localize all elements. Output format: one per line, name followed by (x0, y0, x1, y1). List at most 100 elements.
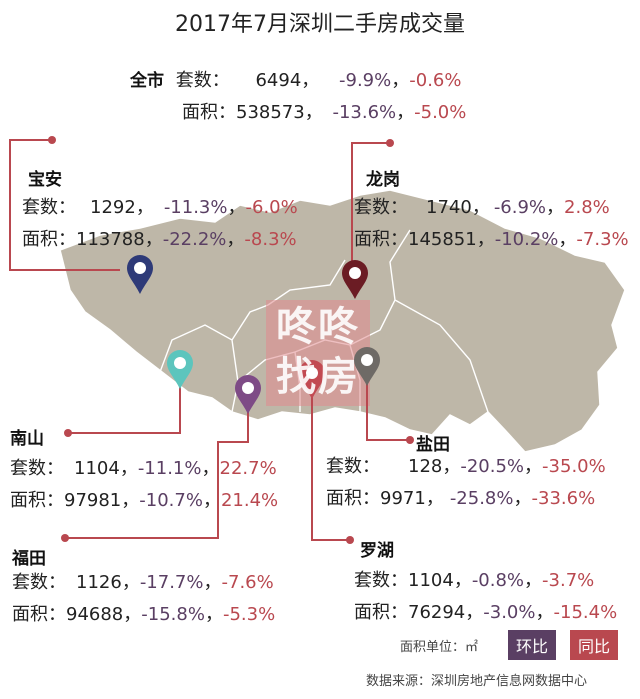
separator: ， (465, 602, 484, 623)
yantian-count-row: 套数： 128，-20.5%，-35.0% (326, 452, 606, 478)
separator: ， (203, 572, 222, 593)
baoan-area-label: 面积： (22, 229, 76, 250)
luohu-count-row: 套数：1104，-0.8%，-3.7% (354, 566, 617, 592)
luohu-area-row: 面积：76294，-3.0%，-15.4% (354, 598, 617, 624)
luohu-area-mom: -3.0% (483, 602, 536, 623)
yantian-count-mom: -20.5% (460, 456, 525, 477)
district-name-nanshan: 南山 (10, 429, 44, 449)
yantian-count: 128 (408, 456, 443, 477)
citywide-area-label: 面积： (182, 102, 236, 123)
separator: ， (227, 197, 246, 218)
nanshan-area-label: 面积： (10, 490, 64, 511)
separator: ， (524, 456, 543, 477)
citywide-area-yoy: -5.0% (414, 102, 467, 123)
district-name-yantian: 盐田 (416, 435, 450, 455)
separator: ， (391, 70, 410, 91)
nanshan-area-mom: -10.7% (139, 490, 203, 511)
futian-count: 1126 (76, 572, 122, 593)
futian-area-yoy: -5.3% (222, 604, 276, 625)
pin-futian-icon (235, 375, 261, 414)
district-name-baoan: 宝安 (28, 170, 62, 190)
district-name-longgang: 龙岗 (366, 170, 400, 190)
citywide-count-yoy: -0.6% (409, 70, 462, 91)
baoan-count: 1292 (90, 197, 136, 218)
longgang-area-row: 面积：145851，-10.2%，-7.3% (354, 225, 629, 251)
district-block-nanshan: 套数： 1104，-11.1%，22.7% 面积：97981，-10.7%，21.… (10, 454, 278, 512)
baoan-count-mom: -11.3% (163, 197, 228, 218)
separator: ， (201, 458, 220, 479)
longgang-count-label: 套数： (354, 197, 408, 218)
longgang-count-mom: -6.9% (493, 197, 547, 218)
nanshan-count: 1104 (74, 458, 120, 479)
separator: ， (513, 488, 532, 509)
futian-area-label: 面积： (12, 604, 66, 625)
pin-luohu-icon (299, 360, 325, 399)
longgang-area-label: 面积： (354, 229, 408, 250)
longgang-area-yoy: -7.3% (576, 229, 629, 250)
luohu-count-mom: -0.8% (471, 570, 525, 591)
luohu-area: 76294 (408, 602, 466, 623)
citywide-block: 全市 套数： 6494， -9.9%，-0.6% 面积：538573， -13.… (130, 66, 466, 124)
yantian-area: 9971 (380, 488, 426, 509)
yantian-area-mom: -25.8% (449, 488, 514, 509)
longgang-area: 145851 (408, 229, 477, 250)
baoan-area-yoy: -8.3% (244, 229, 297, 250)
futian-count-yoy: -7.6% (221, 572, 274, 593)
separator: ， (425, 488, 444, 509)
separator: ， (471, 197, 490, 218)
pin-longgang-icon (342, 260, 368, 299)
yantian-count-yoy: -35.0% (542, 456, 606, 477)
separator: ， (123, 604, 142, 625)
nanshan-area-yoy: 21.4% (220, 490, 279, 511)
legend-mom-badge: 环比 (508, 630, 557, 660)
longgang-count: 1740 (426, 197, 472, 218)
yantian-area-yoy: -33.6% (531, 488, 596, 509)
yantian-count-label: 套数： (326, 456, 380, 477)
separator: ， (476, 229, 495, 250)
leader-lines (9, 139, 410, 541)
separator: ， (558, 229, 577, 250)
watermark: 咚咚找房 (276, 304, 360, 400)
legend-yoy-badge: 同比 (570, 630, 619, 660)
separator: ， (119, 458, 138, 479)
district-block-longgang: 套数： 1740， -6.9%，2.8% 面积：145851，-10.2%，-7.3… (354, 193, 629, 251)
futian-count-row: 套数： 1126，-17.7%，-7.6% (12, 568, 275, 594)
nanshan-count-mom: -11.1% (137, 458, 202, 479)
separator: ， (135, 197, 154, 218)
yantian-area-label: 面积： (326, 488, 380, 509)
luohu-count: 1104 (408, 570, 454, 591)
citywide-area-row: 面积：538573， -13.6%，-5.0% (182, 98, 466, 124)
pin-yantian-icon (354, 347, 380, 386)
nanshan-area-row: 面积：97981，-10.7%，21.4% (10, 486, 278, 512)
leader-futian (65, 392, 249, 539)
citywide-area-mom: -13.6% (332, 102, 397, 123)
futian-count-mom: -17.7% (139, 572, 204, 593)
yantian-area-row: 面积：9971， -25.8%，-33.6% (326, 484, 606, 510)
separator: ， (204, 604, 223, 625)
citywide-name: 全市 (130, 71, 164, 91)
leader-yantian (366, 363, 410, 441)
nanshan-count-yoy: 22.7% (219, 458, 277, 479)
citywide-area: 538573 (236, 102, 305, 123)
separator: ， (524, 570, 543, 591)
baoan-area: 113788 (76, 229, 145, 250)
district-block-futian: 套数： 1126，-17.7%，-7.6% 面积：94688，-15.8%，-5.… (12, 568, 275, 626)
leader-longgang (351, 142, 390, 275)
citywide-count: 6494 (255, 70, 302, 91)
leader-dots (48, 136, 414, 544)
luohu-area-yoy: -15.4% (553, 602, 618, 623)
citywide-count-mom: -9.9% (339, 70, 392, 91)
separator: ， (546, 197, 565, 218)
leader-nanshan (68, 370, 181, 434)
baoan-count-yoy: -6.0% (245, 197, 298, 218)
baoan-count-label: 套数： (22, 197, 76, 218)
leader-baoan (9, 139, 120, 271)
separator: ， (535, 602, 554, 623)
futian-area-row: 面积：94688，-15.8%，-5.3% (12, 600, 275, 626)
futian-count-label: 套数： (12, 572, 66, 593)
separator: ， (226, 229, 245, 250)
futian-area: 94688 (66, 604, 124, 625)
pin-baoan-icon (127, 255, 153, 294)
separator: ， (301, 70, 320, 91)
